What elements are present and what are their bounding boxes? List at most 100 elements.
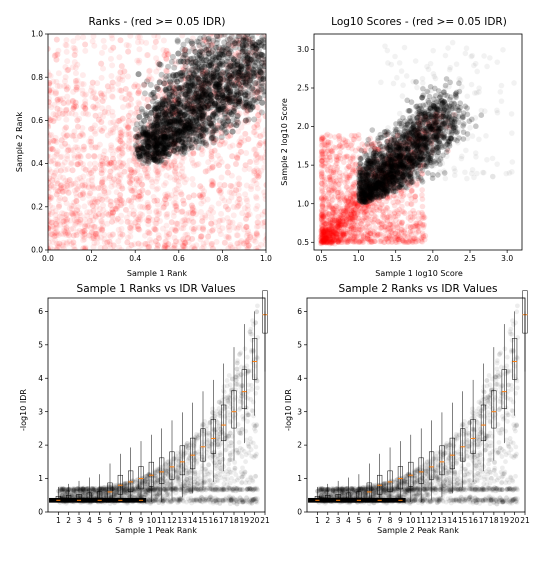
ranks-point-red — [94, 230, 101, 237]
ranks-point-red — [70, 88, 77, 95]
ranks-point-black — [249, 85, 256, 92]
ranks-point-red — [194, 74, 201, 81]
ranks-point-red — [171, 242, 178, 249]
ranks-point-red — [181, 242, 188, 249]
ranks-point-red — [64, 67, 71, 74]
ranks-point-red — [227, 243, 234, 250]
ranks-point-red — [64, 216, 71, 223]
ranks-point-red — [208, 76, 215, 83]
ranks-point-red — [142, 240, 149, 247]
ranks-point-red — [13, 266, 19, 272]
ranks-point-red — [133, 175, 140, 182]
ranks-point-red — [233, 95, 240, 102]
ranks-point-red — [99, 98, 106, 105]
ranks-point-red — [73, 218, 80, 225]
ranks-point-red — [56, 110, 63, 117]
ranks-point-red — [92, 112, 99, 119]
ranks-point-red — [95, 116, 102, 123]
ranks-point-red — [253, 166, 260, 173]
ranks-point-red — [101, 236, 108, 243]
ranks-point-red — [64, 152, 71, 159]
ranks-point-black — [203, 46, 210, 53]
ranks-point-red — [166, 126, 173, 133]
ranks-point-red — [236, 34, 243, 37]
ranks-point-red — [126, 112, 133, 119]
ranks-point-red — [131, 185, 138, 192]
ranks-point-red — [198, 151, 205, 158]
ranks-point-red — [78, 80, 85, 87]
ranks-point-red — [191, 101, 198, 108]
ranks-point-red — [48, 196, 52, 203]
ranks-point-red — [50, 225, 57, 232]
ranks-point-red — [59, 188, 66, 195]
ranks-point-red — [221, 239, 228, 246]
ranks-point-red — [182, 220, 189, 227]
ranks-point-red — [203, 88, 210, 95]
ranks-point-red — [72, 64, 79, 71]
ranks-point-red — [116, 54, 123, 61]
ranks-point-red — [137, 216, 144, 223]
ranks-point-red — [178, 168, 185, 175]
ranks-point-red — [221, 182, 228, 189]
ranks-point-red — [199, 88, 206, 95]
ranks-point-black — [195, 144, 202, 151]
ranks-point-red — [81, 233, 88, 240]
ranks-point-black — [155, 149, 162, 156]
ranks-point-black — [150, 89, 157, 96]
ranks-point-red — [54, 96, 61, 103]
ranks-point-red — [244, 73, 251, 80]
ranks-point-red — [243, 223, 250, 230]
ranks-point-red — [53, 151, 60, 158]
ranks-point-red — [56, 240, 63, 247]
ranks-point-black — [170, 140, 177, 147]
ranks-point-red — [197, 192, 204, 199]
ranks-point-red — [109, 86, 116, 93]
ranks-point-red — [181, 48, 188, 55]
ranks-point-red — [79, 182, 86, 189]
ranks-point-red — [197, 183, 204, 190]
ranks-point-red — [79, 228, 86, 235]
ranks-point-black — [230, 108, 237, 115]
ranks-point-red — [188, 103, 195, 110]
ranks-point-red — [73, 186, 80, 193]
ranks-point-red — [91, 122, 98, 129]
ranks-point-red — [101, 188, 108, 195]
ranks-point-red — [92, 95, 99, 102]
ranks-point-red — [199, 85, 206, 92]
ranks-point-red — [155, 235, 162, 242]
ranks-point-red — [209, 164, 216, 171]
ranks-point-red — [56, 173, 63, 180]
ranks-point-red — [189, 235, 196, 242]
ranks-point-red — [60, 131, 67, 138]
ranks-point-red — [144, 244, 151, 250]
ranks-point-red — [48, 87, 53, 94]
ranks-point-black — [205, 35, 212, 42]
ranks-point-red — [63, 182, 70, 189]
ranks-point-red — [255, 173, 262, 180]
ranks-point-red — [126, 157, 133, 164]
ranks-point-red — [157, 126, 164, 133]
ranks-point-red — [220, 140, 227, 147]
ranks-point-red — [242, 130, 249, 137]
ranks-point-red — [48, 182, 55, 189]
ranks-point-red — [214, 100, 221, 107]
ranks-point-red — [55, 70, 62, 77]
ranks-point-red — [87, 169, 94, 176]
ranks-point-red — [109, 206, 116, 213]
ranks-point-red — [236, 62, 243, 69]
ranks-point-red — [236, 77, 243, 84]
ranks-point-red — [242, 117, 249, 124]
ranks-point-black — [195, 97, 202, 104]
ranks-point-red — [209, 227, 216, 234]
ranks-point-red — [80, 173, 87, 180]
ranks-point-red — [117, 196, 124, 203]
ranks-point-red — [170, 147, 177, 154]
ranks-point-red — [48, 195, 55, 202]
ranks-point-red — [63, 132, 70, 139]
ranks-point-red — [263, 34, 266, 40]
ranks-point-red — [139, 187, 146, 194]
ranks-point-red — [50, 118, 57, 125]
ranks-point-red — [191, 143, 198, 150]
ranks-point-red — [263, 182, 266, 188]
ranks-point-red — [234, 128, 241, 135]
